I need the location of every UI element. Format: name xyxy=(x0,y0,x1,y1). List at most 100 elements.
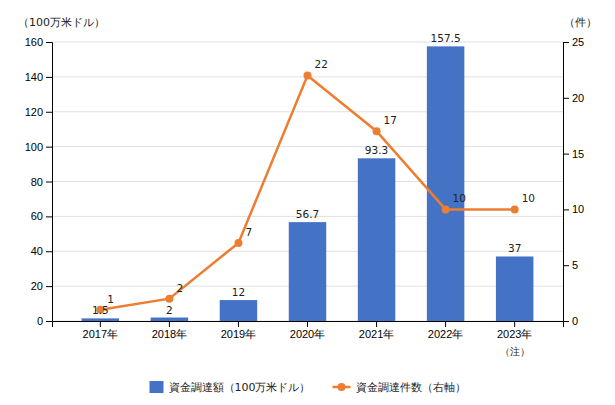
marks xyxy=(82,46,534,321)
tick-mark xyxy=(563,154,569,155)
bar xyxy=(289,222,326,321)
tick-label: 140 xyxy=(25,71,43,83)
tick: 2019年 xyxy=(221,321,256,340)
tick-mark xyxy=(376,321,377,327)
tick-label: 20 xyxy=(572,92,584,104)
data-label: 157.5 xyxy=(431,32,461,44)
x-axis: 2017年 2018年 2019年 2020年 2021年 2022年 2023年 xyxy=(53,321,564,340)
marker xyxy=(373,127,381,135)
tick-mark xyxy=(46,286,52,287)
tick-label: 15 xyxy=(572,148,584,160)
plot: 0 20 40 60 80 100 120 140 160 0 5 10 15 20 25 2017年 2018… xyxy=(18,16,597,357)
bar xyxy=(427,46,464,321)
legend-marker xyxy=(338,383,346,391)
tick-label: 25 xyxy=(572,36,584,48)
tick: 2022年 xyxy=(428,321,463,340)
tick: 0 xyxy=(37,315,52,327)
tick: 2023年 xyxy=(497,321,532,340)
tick: 140 xyxy=(25,71,52,83)
tick: 20 xyxy=(31,280,52,292)
bar xyxy=(151,318,188,321)
tick-mark xyxy=(445,321,446,327)
data-label: 37 xyxy=(508,242,521,254)
tick-label: 2020年 xyxy=(290,328,325,340)
legend-item: 資金調達件数（右軸） xyxy=(333,381,466,394)
grid-line xyxy=(52,42,563,43)
tick-mark xyxy=(46,77,52,78)
legend-label: 資金調達件数（右軸） xyxy=(356,381,466,394)
legend-swatch xyxy=(150,381,164,393)
bar xyxy=(220,300,257,321)
data-label: 7 xyxy=(245,226,252,238)
tick-mark xyxy=(46,147,52,148)
tick: 2018年 xyxy=(152,321,187,340)
tick-mark xyxy=(46,251,52,252)
tick-mark xyxy=(100,321,101,327)
tick: 40 xyxy=(31,245,52,257)
y-axis-title: （100万米ドル） xyxy=(18,16,105,29)
tick: 2017年 xyxy=(83,321,118,340)
tick-label: 20 xyxy=(31,280,43,292)
tick-mark xyxy=(46,42,52,43)
tick-label: 2022年 xyxy=(428,328,463,340)
tick-mark xyxy=(563,98,569,99)
tick: 2020年 xyxy=(290,321,325,340)
bar xyxy=(82,318,119,321)
tick: 10 xyxy=(563,203,584,215)
grid xyxy=(52,42,563,321)
data-labels: 1.521256.793.3157.53712722171010 xyxy=(92,32,535,316)
tick-label: 0 xyxy=(572,315,578,327)
data-label: 2 xyxy=(176,282,183,294)
axis-line xyxy=(564,43,570,322)
y2-axis: 0 5 10 15 20 25 xyxy=(563,36,584,327)
data-label: 22 xyxy=(315,58,328,70)
legend-item: 資金調達額（100万米ドル） xyxy=(150,381,311,394)
data-label: 12 xyxy=(232,286,245,298)
tick-label: 40 xyxy=(31,245,43,257)
tick-mark xyxy=(46,182,52,183)
tick-mark xyxy=(169,321,170,327)
tick: 20 xyxy=(563,92,584,104)
tick-label: 2021年 xyxy=(359,328,394,340)
tick-mark xyxy=(563,209,569,210)
legend: 資金調達額（100万米ドル） 資金調達件数（右軸） xyxy=(150,381,466,394)
tick: 100 xyxy=(25,141,52,153)
tick-mark xyxy=(46,216,52,217)
data-label: 2 xyxy=(166,304,173,316)
bar xyxy=(358,158,395,321)
data-label: 17 xyxy=(384,114,397,126)
tick-label: 160 xyxy=(25,36,43,48)
data-label: 10 xyxy=(522,192,535,204)
grid-line xyxy=(52,181,563,182)
data-label: 1.5 xyxy=(92,304,109,316)
tick: 60 xyxy=(31,210,52,222)
tick-label: 120 xyxy=(25,106,43,118)
tick-label: 2023年 xyxy=(497,328,532,340)
marker xyxy=(511,205,519,213)
tick-mark xyxy=(238,321,239,327)
tick-label: 2018年 xyxy=(152,328,187,340)
tick-label: 2019年 xyxy=(221,328,256,340)
tick-mark xyxy=(563,42,569,43)
tick-label: 60 xyxy=(31,210,43,222)
marker xyxy=(442,205,450,213)
axis-line xyxy=(53,322,564,328)
marker xyxy=(234,239,242,247)
axis-line xyxy=(46,43,53,322)
tick-label: 5 xyxy=(572,259,578,271)
y-axis: 0 20 40 60 80 100 120 140 160 xyxy=(25,36,53,327)
marker xyxy=(304,71,312,79)
tick: 160 xyxy=(25,36,52,48)
data-label: 56.7 xyxy=(296,208,319,220)
chart: 0 20 40 60 80 100 120 140 160 0 5 10 15 20 25 2017年 2018… xyxy=(0,0,615,405)
tick-label: 80 xyxy=(31,176,43,188)
tick-label: 0 xyxy=(37,315,43,327)
tick-mark xyxy=(46,112,52,113)
tick-label: 100 xyxy=(25,141,43,153)
marker xyxy=(165,295,173,303)
tick: 2021年 xyxy=(359,321,394,340)
tick-mark xyxy=(514,321,515,327)
tick-mark xyxy=(46,321,52,322)
legend-label: 資金調達額（100万米ドル） xyxy=(169,381,311,394)
bar xyxy=(496,256,533,321)
